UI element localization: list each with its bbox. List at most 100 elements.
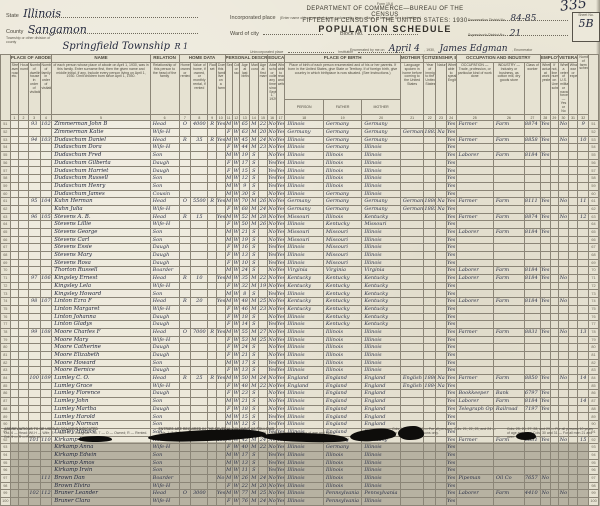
- cell-unemployment: [549, 343, 560, 352]
- cell-father-birthplace: Illinois: [322, 366, 363, 376]
- cell-name: Stevens Essie: [51, 243, 151, 253]
- cell-name: Moore Catherine: [51, 343, 151, 352]
- cell-mother-birthplace: Germany: [361, 204, 401, 214]
- cell-naturalization: [435, 166, 447, 176]
- cell-school: No: [267, 474, 277, 483]
- cell-home-value: [190, 143, 209, 153]
- cell-farm-schedule: [577, 289, 590, 299]
- census-row: 62 Kuhn Julia Wife-H F W 68 M 24 No Yes …: [0, 204, 599, 214]
- cell-occupation: [455, 281, 494, 291]
- cell-war: [567, 497, 579, 506]
- cell-read-write: Yes: [275, 251, 286, 260]
- cell-school: No: [267, 189, 277, 199]
- cell-unemployment: [549, 228, 560, 237]
- cell-farm-schedule: [577, 297, 590, 306]
- cell-birthplace: Illinois: [284, 220, 324, 229]
- cell-farm-schedule: [577, 143, 590, 153]
- cell-race: W: [231, 220, 241, 229]
- cell-radio: [207, 212, 217, 222]
- cell-immigration-year: [423, 120, 437, 130]
- cell-mother-tongue: [399, 166, 425, 176]
- cell-occupation: Laborer: [455, 274, 494, 283]
- cell-birthplace: Illinois: [284, 135, 324, 145]
- cell-school: No: [267, 197, 277, 206]
- cell-sex: M: [224, 297, 234, 306]
- col-radio-set: Radio set: [207, 61, 217, 116]
- cell-mother-tongue: [399, 497, 425, 506]
- cell-name: Dudaschum Fred: [51, 151, 151, 160]
- cell-age-married: [257, 266, 269, 276]
- cell-name: Stevens Mary: [51, 251, 151, 260]
- cell-farm-schedule: [577, 128, 590, 137]
- cell-read-write: Yes: [275, 474, 286, 483]
- cell-age-married: [257, 358, 269, 368]
- cell-naturalization: [435, 481, 447, 491]
- cell-age: 63: [239, 128, 251, 137]
- cell-race: W: [231, 135, 241, 145]
- cell-occupation: [455, 128, 494, 137]
- cell-name: Brown Elvira: [51, 481, 151, 491]
- cell-war: [567, 335, 579, 345]
- cell-line-number: 61: [0, 197, 11, 206]
- column-numbers-row: 1 2 3 4 5 6 7 8 9 10 11 12 13 14 15 16 1…: [1, 114, 599, 122]
- cell-occupation-code: [523, 358, 541, 368]
- cell-marital: S: [249, 158, 259, 168]
- census-row: 88 Lumley Martha Daugh F W 18 S No Yes I…: [0, 404, 599, 414]
- cell-home-owned: [178, 189, 192, 199]
- cell-occupation: [455, 174, 494, 183]
- cell-street: [9, 381, 20, 391]
- cell-radio: R: [207, 120, 217, 130]
- cell-mother-birthplace: Germany: [361, 128, 401, 137]
- census-row: 61 95 104 Kuhn Herman Head O 5500 R Yes …: [0, 197, 599, 206]
- cell-dwelling-number: [27, 343, 41, 352]
- cell-unemployment: [549, 443, 560, 452]
- cell-sex: F: [224, 128, 234, 137]
- cell-age-married: 26: [257, 197, 269, 206]
- cell-occupation-code: [523, 304, 541, 314]
- cell-read-write: Yes: [275, 358, 286, 368]
- cell-unemployment: [549, 312, 560, 322]
- cell-line-number: 58: [0, 174, 11, 183]
- cell-age-married: 23: [257, 304, 269, 314]
- cell-line-number: 89: [0, 412, 11, 422]
- cell-house-number: [18, 128, 29, 137]
- incorporated-field: Incorporated place (Enter name of incorp…: [230, 6, 460, 24]
- cell-home-owned: [178, 304, 192, 314]
- cell-occupation-code: [523, 497, 541, 506]
- census-row: 58 Dudaschum Russell Son M W 12 S Yes Ye…: [0, 174, 599, 183]
- cell-war: [567, 458, 579, 468]
- cell-unemployment: [549, 189, 560, 199]
- cell-name: Dudaschum Harriet: [51, 166, 151, 176]
- cell-war: [567, 466, 579, 475]
- enumerated-pre: Enumerated by me on: [350, 48, 385, 52]
- cell-school: Yes: [267, 450, 277, 460]
- cell-marital: S: [249, 258, 259, 268]
- cell-street: [9, 174, 20, 183]
- cell-line-number: 96: [0, 466, 11, 475]
- cell-sex: F: [224, 381, 234, 391]
- cell-at-work: Yes: [539, 374, 551, 383]
- census-row: 60 Dudaschum James Cousin M W 30 S No Ye…: [0, 189, 599, 199]
- cell-veteran: [558, 304, 569, 314]
- cell-farm-schedule: 13: [577, 327, 590, 337]
- cell-house-number: [18, 189, 29, 199]
- cell-family-number: 105: [39, 212, 53, 222]
- cell-family-number: 102: [39, 120, 53, 130]
- cell-unemployment: [549, 120, 560, 130]
- cell-sex: F: [224, 335, 234, 345]
- cell-at-work: [539, 128, 551, 137]
- cell-unemployment: [549, 235, 560, 245]
- cell-farm-schedule: 11: [577, 197, 590, 206]
- cell-race: W: [231, 497, 241, 506]
- cell-age: 65: [239, 120, 251, 130]
- cell-race: W: [231, 266, 241, 276]
- cell-war: [567, 289, 579, 299]
- cell-industry: Farm: [492, 297, 525, 306]
- col-num: 28: [539, 114, 551, 122]
- cell-farm: [215, 151, 226, 160]
- cell-name: Kingsley Ernest: [51, 274, 151, 283]
- cell-birthplace: Illinois: [284, 474, 324, 483]
- cell-read-write: Yes: [275, 497, 286, 506]
- enumerated-mid: , 1930,: [424, 48, 435, 52]
- cell-school: No: [267, 343, 277, 352]
